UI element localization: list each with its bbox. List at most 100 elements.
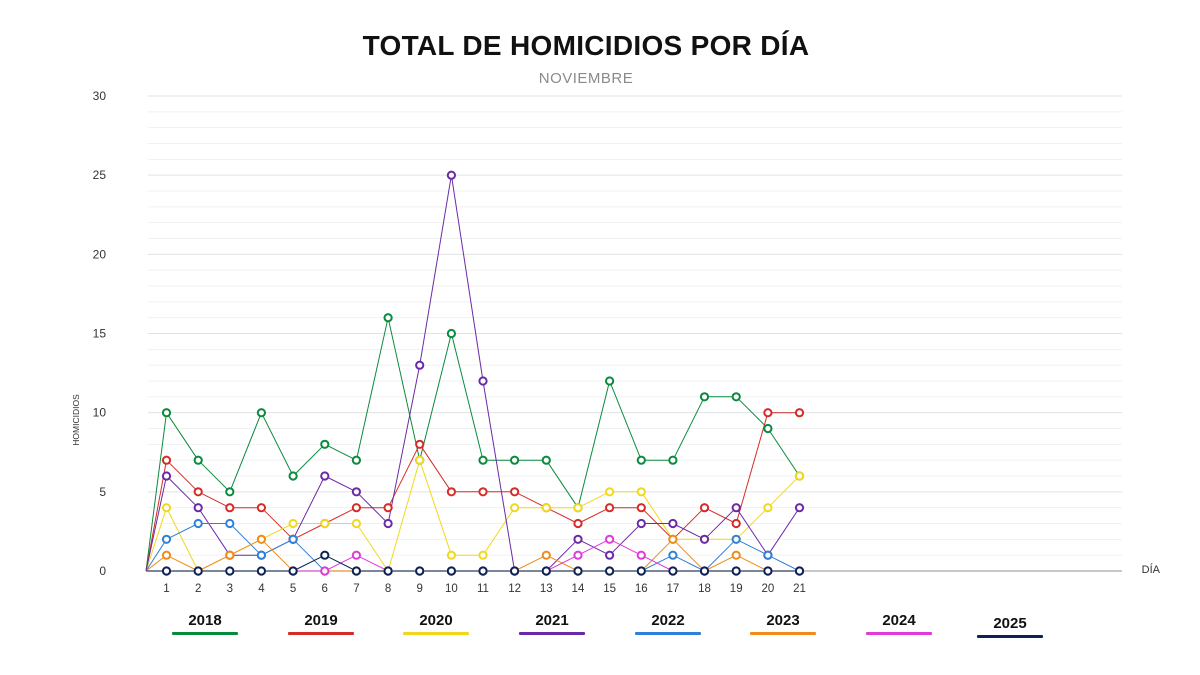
data-point-2018[interactable]	[763, 423, 773, 434]
data-point-2019[interactable]	[573, 518, 583, 529]
data-point-2023[interactable]	[541, 550, 551, 560]
data-point-2018[interactable]	[446, 328, 456, 339]
data-point-2018[interactable]	[320, 439, 330, 449]
data-point-2018[interactable]	[509, 455, 520, 465]
data-point-2019[interactable]	[415, 439, 425, 449]
data-point-2020[interactable]	[573, 503, 583, 513]
data-point-2022[interactable]	[668, 550, 678, 560]
data-point-2018[interactable]	[351, 455, 361, 465]
data-point-2019[interactable]	[794, 408, 805, 418]
data-point-2020[interactable]	[320, 518, 330, 529]
data-point-2018[interactable]	[288, 471, 298, 481]
data-point-2019[interactable]	[636, 503, 646, 513]
data-point-2020[interactable]	[605, 487, 615, 497]
data-point-2025[interactable]	[636, 566, 646, 576]
data-point-2019[interactable]	[478, 487, 488, 497]
data-point-2018[interactable]	[699, 392, 710, 402]
data-point-2023[interactable]	[256, 534, 266, 544]
data-point-2019[interactable]	[256, 503, 266, 513]
data-point-2024[interactable]	[605, 534, 615, 544]
data-point-2025[interactable]	[794, 566, 805, 576]
legend-item-2018[interactable]: 2018	[172, 612, 238, 635]
data-point-2021[interactable]	[161, 471, 172, 481]
data-point-2019[interactable]	[161, 455, 172, 465]
data-point-2020[interactable]	[415, 455, 425, 465]
data-point-2022[interactable]	[161, 534, 172, 544]
data-point-2025[interactable]	[573, 566, 583, 576]
data-point-2019[interactable]	[351, 503, 361, 513]
data-point-2025[interactable]	[731, 566, 741, 576]
legend-item-2025[interactable]: 2025	[977, 612, 1043, 638]
data-point-2021[interactable]	[636, 518, 646, 529]
data-point-2021[interactable]	[699, 534, 710, 544]
data-point-2025[interactable]	[509, 566, 520, 576]
legend-item-2022[interactable]: 2022	[635, 612, 701, 635]
data-point-2021[interactable]	[794, 503, 805, 513]
data-point-2019[interactable]	[225, 503, 235, 513]
data-point-2022[interactable]	[193, 518, 203, 529]
data-point-2020[interactable]	[636, 487, 646, 497]
data-point-2019[interactable]	[763, 408, 773, 418]
data-point-2021[interactable]	[731, 503, 741, 513]
data-point-2025[interactable]	[668, 566, 678, 576]
data-point-2021[interactable]	[573, 534, 583, 544]
data-point-2019[interactable]	[383, 503, 393, 513]
data-point-2019[interactable]	[605, 503, 615, 513]
data-point-2021[interactable]	[320, 471, 330, 481]
data-point-2022[interactable]	[225, 518, 235, 529]
data-point-2023[interactable]	[731, 550, 741, 560]
data-point-2018[interactable]	[161, 408, 172, 418]
data-point-2025[interactable]	[478, 566, 488, 576]
data-point-2025[interactable]	[699, 566, 710, 576]
data-point-2019[interactable]	[193, 487, 203, 497]
legend-item-2021[interactable]: 2021	[519, 612, 585, 635]
data-point-2019[interactable]	[699, 503, 710, 513]
data-point-2023[interactable]	[668, 534, 678, 544]
data-point-2020[interactable]	[478, 550, 488, 560]
data-point-2025[interactable]	[193, 566, 203, 576]
data-point-2025[interactable]	[256, 566, 266, 576]
data-point-2025[interactable]	[446, 566, 456, 576]
data-point-2025[interactable]	[383, 566, 393, 576]
data-point-2022[interactable]	[731, 534, 741, 544]
data-point-2025[interactable]	[541, 566, 551, 576]
data-point-2020[interactable]	[161, 503, 172, 513]
legend-item-2019[interactable]: 2019	[288, 612, 354, 635]
data-point-2019[interactable]	[509, 487, 520, 497]
data-point-2025[interactable]	[763, 566, 773, 576]
data-point-2019[interactable]	[731, 518, 741, 529]
data-point-2018[interactable]	[225, 487, 235, 497]
data-point-2025[interactable]	[320, 550, 330, 560]
data-point-2024[interactable]	[636, 550, 646, 560]
data-point-2020[interactable]	[351, 518, 361, 529]
data-point-2018[interactable]	[193, 455, 203, 465]
data-point-2024[interactable]	[320, 566, 330, 576]
data-point-2021[interactable]	[668, 518, 678, 529]
data-point-2025[interactable]	[415, 566, 425, 576]
data-point-2021[interactable]	[383, 518, 393, 529]
legend-item-2020[interactable]: 2020	[403, 612, 469, 635]
data-point-2018[interactable]	[541, 455, 551, 465]
data-point-2020[interactable]	[288, 518, 298, 529]
data-point-2019[interactable]	[446, 487, 456, 497]
data-point-2025[interactable]	[288, 566, 298, 576]
data-point-2021[interactable]	[351, 487, 361, 497]
legend-item-2023[interactable]: 2023	[750, 612, 816, 635]
data-point-2024[interactable]	[351, 550, 361, 560]
data-point-2022[interactable]	[256, 550, 266, 560]
data-point-2022[interactable]	[763, 550, 773, 560]
data-point-2020[interactable]	[541, 503, 551, 513]
data-point-2025[interactable]	[351, 566, 361, 576]
data-point-2018[interactable]	[605, 376, 615, 386]
data-point-2018[interactable]	[731, 392, 741, 402]
data-point-2020[interactable]	[509, 503, 520, 513]
data-point-2018[interactable]	[668, 455, 678, 465]
data-point-2018[interactable]	[383, 313, 393, 323]
data-point-2018[interactable]	[478, 455, 488, 465]
data-point-2018[interactable]	[256, 408, 266, 418]
data-point-2020[interactable]	[446, 550, 456, 560]
legend-item-2024[interactable]: 2024	[866, 612, 932, 635]
data-point-2025[interactable]	[225, 566, 235, 576]
data-point-2020[interactable]	[763, 503, 773, 513]
data-point-2020[interactable]	[794, 471, 805, 481]
